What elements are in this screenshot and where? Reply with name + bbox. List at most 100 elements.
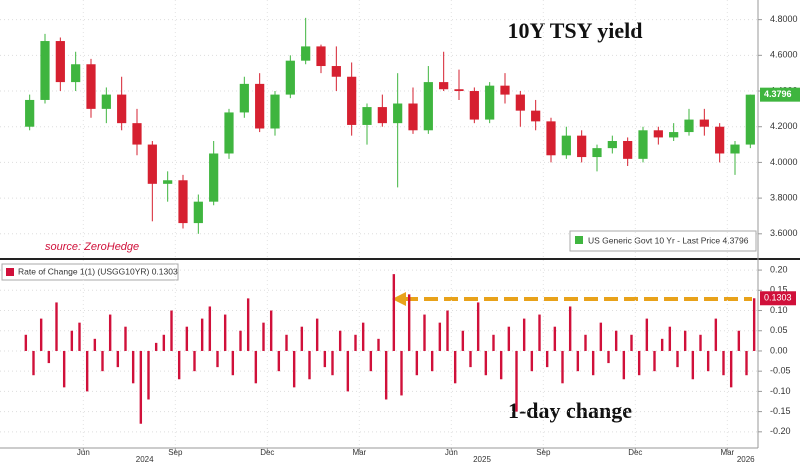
candle-body — [577, 135, 587, 158]
bar — [338, 330, 342, 351]
bar — [292, 350, 296, 388]
candle-body — [224, 112, 234, 154]
x-tick-label: Dec — [628, 448, 642, 457]
bar — [285, 334, 288, 351]
candle-body — [561, 135, 571, 156]
bar — [614, 330, 618, 351]
candle-body — [454, 89, 464, 92]
bar — [607, 350, 610, 364]
bar — [737, 330, 741, 351]
bar — [254, 350, 258, 384]
candle-body — [669, 132, 679, 138]
bar — [47, 350, 51, 364]
candle-body — [316, 46, 326, 67]
bar — [507, 326, 511, 351]
bar — [568, 306, 572, 351]
y-tick-label: 4.0000 — [770, 157, 798, 167]
candle-body — [86, 64, 96, 109]
bar — [499, 350, 503, 380]
x-tick-label: Mar — [352, 448, 366, 457]
candle-body — [178, 180, 188, 224]
candle-body — [485, 85, 495, 120]
bar — [262, 322, 265, 351]
legend-label: US Generic Govt 10 Yr - Last Price 4.379… — [588, 235, 749, 245]
arrow-head — [392, 292, 406, 306]
candle-body — [40, 41, 50, 100]
candle-body — [623, 140, 633, 159]
legend-box — [1, 263, 179, 281]
bar — [124, 326, 127, 351]
legend-label: Rate of Change 1(1) (USGG10YR) 0.1303 — [18, 266, 178, 276]
candle-body — [500, 85, 510, 95]
bar — [423, 314, 426, 351]
bar — [637, 350, 641, 376]
bar — [706, 350, 710, 372]
bar — [484, 350, 488, 376]
bar — [147, 350, 150, 400]
bar — [185, 326, 189, 351]
bar — [170, 310, 173, 351]
bar — [162, 334, 166, 351]
candle-body — [393, 103, 403, 124]
legend: US Generic Govt 10 Yr - Last Price 4.379… — [569, 230, 757, 252]
y-tick-label: 0.05 — [770, 325, 788, 335]
bar — [277, 350, 281, 372]
bar — [522, 318, 526, 351]
bar — [208, 306, 212, 351]
arrow-annotation — [392, 292, 752, 306]
bar — [39, 318, 43, 351]
bar — [269, 310, 273, 351]
bar — [239, 330, 242, 351]
bar — [193, 350, 196, 372]
bar — [752, 298, 756, 351]
bar — [492, 334, 495, 351]
candle-body — [546, 121, 556, 156]
bar — [668, 326, 672, 351]
candle-body — [101, 94, 111, 109]
bar — [131, 350, 135, 384]
x-tick-label: Mar — [720, 448, 734, 457]
candle-body — [362, 107, 372, 125]
y-tick-label: 3.8000 — [770, 192, 798, 202]
bar — [93, 338, 97, 351]
bar — [745, 350, 748, 376]
bar — [62, 350, 66, 388]
bar — [622, 350, 626, 380]
bar — [139, 350, 143, 424]
candle-body — [301, 46, 311, 61]
candle-body — [163, 180, 173, 184]
bar — [154, 342, 158, 351]
y-tick-label: -0.20 — [770, 426, 791, 436]
bar — [55, 302, 58, 351]
candle-body — [745, 94, 755, 145]
candle-body — [71, 64, 81, 83]
candle-body — [239, 83, 249, 113]
candle-body — [347, 76, 357, 125]
candle-body — [255, 83, 265, 129]
bar — [545, 350, 549, 368]
candle-body — [377, 107, 387, 124]
bar — [599, 322, 603, 351]
x-tick-label: Jun — [445, 448, 458, 457]
bar — [315, 318, 319, 351]
y-tick-label: 4.2000 — [770, 121, 798, 131]
bar — [32, 350, 35, 376]
y-tick-label: 0.15 — [770, 285, 788, 295]
bar — [85, 350, 89, 392]
bar — [438, 322, 442, 351]
y-tick-label: 3.6000 — [770, 228, 798, 238]
bar — [407, 294, 411, 351]
bar — [683, 330, 687, 351]
legend: Rate of Change 1(1) (USGG10YR) 0.1303 — [1, 263, 179, 281]
bar — [676, 350, 679, 368]
bar — [223, 314, 227, 351]
x-year-label: 2026 — [737, 455, 755, 464]
bar — [78, 322, 81, 351]
legend-box — [569, 230, 757, 252]
candle-body — [270, 94, 280, 129]
bar — [354, 334, 357, 351]
y-tick-label: 4.6000 — [770, 50, 798, 60]
last-value-box — [760, 291, 796, 306]
chart-title: 10Y TSY yield — [508, 18, 643, 43]
candle-body — [730, 144, 740, 154]
